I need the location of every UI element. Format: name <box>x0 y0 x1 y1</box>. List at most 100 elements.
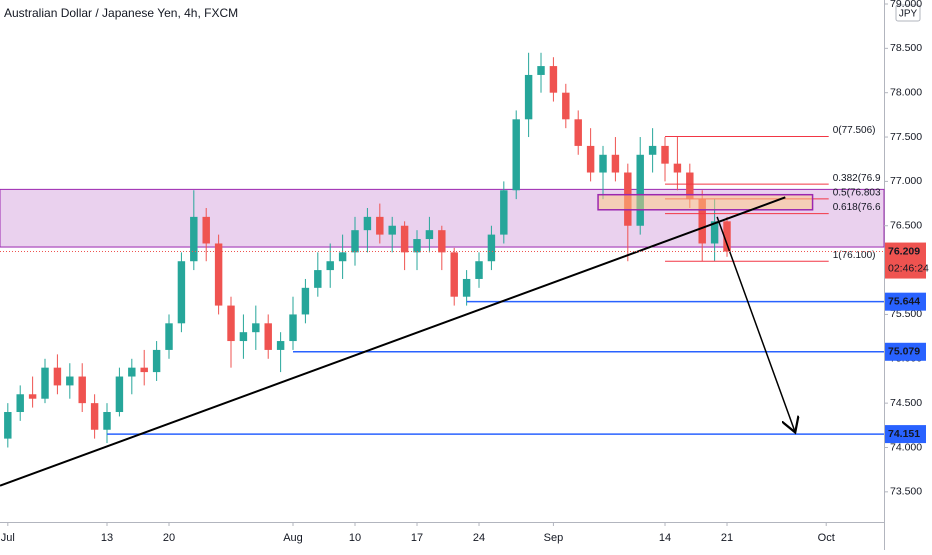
level-label-box <box>885 342 926 361</box>
y-tick-label: 77.500 <box>890 131 922 143</box>
candle-body <box>462 278 471 297</box>
candle-body <box>177 261 186 324</box>
x-tick-label: Jul <box>1 532 15 544</box>
fib-label: 0.618(76.6 <box>833 202 881 213</box>
level-label: 75.079 <box>888 346 920 358</box>
candle-body <box>326 261 334 271</box>
candle-body <box>276 341 285 350</box>
candle-body <box>289 314 297 342</box>
y-tick-label: 76.500 <box>890 220 922 232</box>
trendline <box>0 196 786 487</box>
fib-label: 0.382(76.9 <box>833 173 881 184</box>
countdown: 02:46:24 <box>888 262 929 274</box>
x-tick-label: 14 <box>659 532 671 544</box>
level-label-box <box>885 425 926 444</box>
x-tick-label: Sep <box>544 532 564 544</box>
y-tick-label: 75.500 <box>890 308 922 320</box>
candle-body <box>400 225 409 253</box>
candle-body <box>227 305 235 342</box>
candle-body <box>140 367 148 373</box>
candle-body <box>115 376 124 413</box>
candle-body <box>152 349 161 373</box>
candle-body <box>28 394 37 399</box>
candle-body <box>648 145 657 155</box>
arrow <box>716 216 795 433</box>
candle-body <box>41 367 49 399</box>
candle-body <box>562 92 570 120</box>
y-tick-label: 78.000 <box>890 86 922 98</box>
y-tick-label: 78.500 <box>890 42 922 54</box>
candle-body <box>686 172 694 200</box>
candle-body <box>78 376 86 404</box>
candle-body <box>512 119 520 191</box>
candle-body <box>16 394 24 413</box>
candle-body <box>264 323 272 350</box>
x-tick-label: 20 <box>163 532 175 544</box>
candle-body <box>53 367 62 386</box>
candle-body <box>537 66 545 75</box>
candle-body <box>487 234 496 262</box>
x-tick-label: 10 <box>349 532 361 544</box>
candle-body <box>314 270 322 288</box>
candle-body <box>425 230 434 240</box>
fib-label: 0.5(76.803 <box>833 188 881 199</box>
candle-body <box>438 230 446 253</box>
y-tick-label: 79.000 <box>890 0 922 10</box>
candle-body <box>574 119 582 146</box>
last-price-box <box>885 242 926 279</box>
candle-body <box>673 163 682 173</box>
x-tick-label: 13 <box>101 532 113 544</box>
candle-body <box>661 145 669 164</box>
candle-body <box>586 145 595 173</box>
candle-body <box>450 252 458 297</box>
candle-body <box>338 252 347 262</box>
candle-body <box>4 412 12 439</box>
x-tick-label: Aug <box>283 532 303 544</box>
currency: JPY <box>899 9 918 20</box>
candle-body <box>128 367 136 377</box>
candle-body <box>723 221 731 252</box>
candle-body <box>165 323 173 350</box>
fib-label: 0(77.506) <box>833 125 876 136</box>
y-tick-label: 73.500 <box>890 486 922 498</box>
level-label-box <box>885 292 926 311</box>
box <box>597 193 814 211</box>
last-price-label: 76.209 <box>888 245 920 257</box>
candle-body <box>202 216 210 244</box>
candle-body <box>599 154 607 173</box>
candle-body <box>351 230 359 253</box>
candle-body <box>698 199 706 244</box>
candle-body <box>252 323 260 333</box>
candle-body <box>549 66 558 93</box>
y-tick-label: 77.000 <box>890 175 922 187</box>
candle-body <box>388 225 396 235</box>
currency-box <box>895 4 921 22</box>
candle-body <box>611 154 620 173</box>
candle-body <box>710 221 719 244</box>
chart-title: Australian Dollar / Japanese Yen, 4h, FX… <box>4 6 238 20</box>
candle-body <box>214 243 223 306</box>
candle-body <box>500 190 508 235</box>
y-tick-label: 74.500 <box>890 397 922 409</box>
candle-body <box>103 412 111 430</box>
x-tick-label: 21 <box>721 532 733 544</box>
candle-body <box>363 216 372 231</box>
candle-body <box>413 239 421 253</box>
y-tick-label: 74.000 <box>890 441 922 453</box>
candle-body <box>239 332 248 342</box>
x-tick-label: 17 <box>411 532 423 544</box>
x-tick-label: Oct <box>818 532 835 544</box>
candle-body <box>301 287 310 315</box>
level-label: 75.644 <box>888 295 920 307</box>
candle-body <box>376 216 384 235</box>
fib-label: 1(76.100) <box>833 250 876 261</box>
candle-body <box>190 216 198 262</box>
level-label: 74.151 <box>888 428 920 440</box>
candle-body <box>636 154 644 226</box>
candle-body <box>475 261 483 279</box>
x-tick-label: 24 <box>473 532 485 544</box>
candle-body <box>90 403 99 430</box>
candle-body <box>66 376 74 386</box>
